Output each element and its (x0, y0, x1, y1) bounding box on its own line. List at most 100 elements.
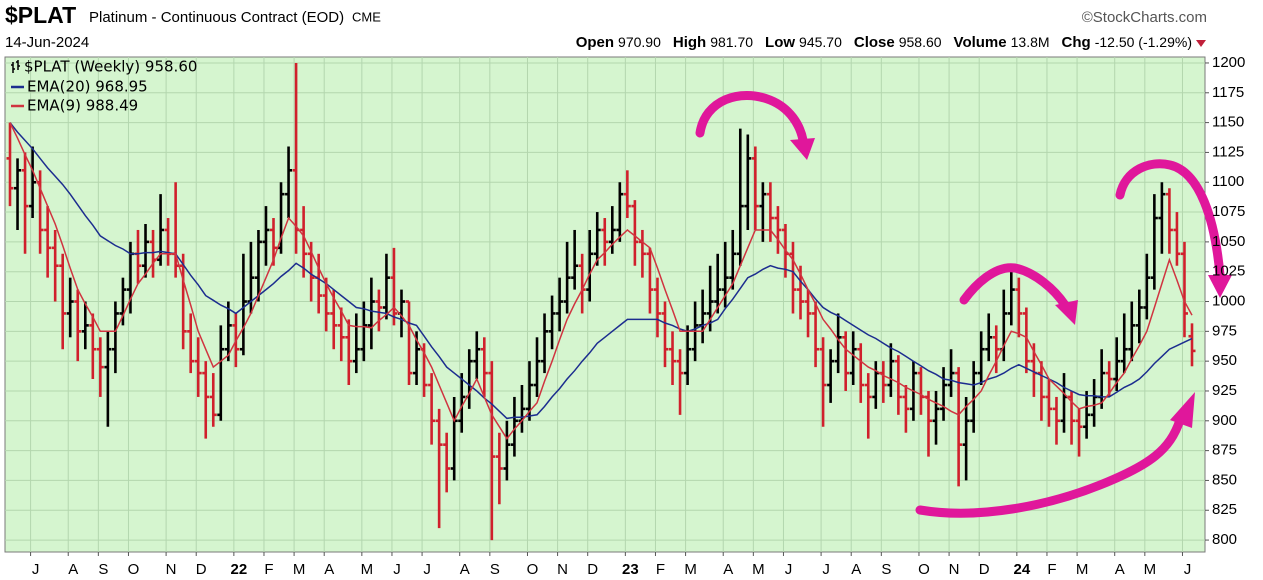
ohlc-bar (428, 373, 436, 445)
ohlc-bar (947, 349, 955, 397)
ohlc-bar (804, 289, 812, 338)
x-tick-label: M (361, 561, 374, 578)
ohlc-bar (104, 331, 112, 427)
y-tick-label: 950 (1212, 352, 1237, 369)
annotation-arrowhead (1170, 392, 1195, 428)
exchange: CME (352, 9, 381, 24)
stat-value: 945.70 (799, 34, 842, 50)
ohlc-bar (940, 367, 948, 421)
annotation-arrowhead (790, 138, 815, 160)
ohlc-bar (1120, 313, 1128, 374)
x-tick-label: F (264, 561, 273, 578)
down-indicator (1196, 40, 1206, 47)
x-tick-label: J (785, 561, 793, 578)
ohlc-bar (571, 229, 579, 290)
ohlc-bar (111, 301, 119, 374)
ohlc-bar (352, 313, 360, 374)
ohlc-bar (548, 295, 556, 350)
ema-line (9, 122, 1193, 441)
stat-label: Open (576, 34, 614, 51)
y-tick-label: 825 (1212, 501, 1237, 518)
x-tick-label: M (293, 561, 306, 578)
ohlc-bar (864, 373, 872, 439)
ohlc-bar (1068, 390, 1076, 445)
ohlc-bar (736, 128, 744, 266)
y-tick-label: 1000 (1212, 292, 1245, 309)
ohlc-bar (955, 367, 963, 487)
ohlc-bar (503, 420, 511, 481)
ohlc-bar (300, 206, 308, 278)
x-tick-label: J (423, 561, 431, 578)
ohlc-bar (1083, 390, 1091, 439)
ohlc-bar (1075, 408, 1083, 457)
stat-label: Low (765, 34, 795, 51)
ohlc-bar (179, 253, 187, 350)
symbol: $PLAT (5, 2, 76, 28)
ohlc-bar (1128, 301, 1136, 362)
ohlc-bar (601, 218, 609, 266)
annotations (695, 90, 1232, 518)
ohlc-bar (1007, 265, 1015, 326)
annotation-arrow (1115, 159, 1225, 280)
ohlc-bar (676, 349, 684, 415)
stat-label: Close (854, 34, 895, 51)
x-tick-label: J (393, 561, 401, 578)
ohlc-bar (827, 349, 835, 403)
x-tick-label: J (822, 561, 830, 578)
ohlc-bar (819, 337, 827, 427)
x-tick-label: A (1115, 561, 1125, 578)
annotation-arrow (695, 90, 808, 145)
ohlc-bar (239, 253, 247, 356)
ohlc-bar (1022, 307, 1030, 374)
x-tick-label: S (490, 561, 500, 578)
y-tick-label: 875 (1212, 442, 1237, 459)
y-tick-label: 1125 (1212, 143, 1244, 160)
ohlc-bar (217, 325, 225, 421)
ohlc-bar (593, 212, 601, 266)
ohlc-bar (1105, 361, 1113, 397)
annotation-arrow (915, 415, 1185, 518)
stat-value: -12.50 (-1.29%) (1095, 34, 1192, 50)
ohlc-bar (375, 289, 383, 332)
x-tick-label: 24 (1013, 561, 1030, 578)
ohlc-bar (541, 313, 549, 374)
ohlc-bar (1173, 212, 1181, 266)
ohlc-bar (44, 206, 52, 278)
x-tick-label: D (979, 561, 990, 578)
y-tick-label: 1150 (1212, 114, 1244, 131)
plot-area (4, 56, 1209, 556)
x-tick-label: J (32, 561, 40, 578)
ohlc-bar (285, 146, 293, 219)
y-tick-label: 800 (1212, 531, 1237, 548)
y-tick-label: 850 (1212, 471, 1237, 488)
ohlc-bar (194, 337, 202, 397)
x-tick-label: M (1144, 561, 1157, 578)
ohlc-bar (834, 313, 842, 374)
ohlc-bar (488, 361, 496, 541)
stat-value: 958.60 (899, 34, 942, 50)
annotation-arrowhead (1055, 300, 1078, 325)
ohlc-bar (714, 253, 722, 314)
y-tick-label: 925 (1212, 382, 1237, 399)
ohlc-bar (6, 122, 14, 207)
ohlc-bar (759, 182, 767, 242)
ohlc-bar (646, 247, 654, 314)
x-tick-label: M (684, 561, 697, 578)
ohlc-bar (1188, 323, 1196, 367)
ohlc-bar (367, 277, 375, 350)
x-tick-label: F (656, 561, 665, 578)
ohlc-bar (661, 301, 669, 368)
ohlc-bar (337, 307, 345, 362)
ohlc-bar (330, 289, 338, 350)
ohlc-bar (902, 385, 910, 433)
ohlc-bar (992, 325, 1000, 374)
stat-label: High (673, 34, 706, 51)
ohlc-bar (322, 277, 330, 332)
x-tick-label: J (1184, 561, 1192, 578)
ohlc-bar (653, 277, 661, 338)
ohlc-bar (533, 337, 541, 397)
ohlc-bar (684, 325, 692, 386)
ohlc-bar (443, 432, 451, 493)
ohlc-bar (495, 432, 503, 505)
ohlc-bar (766, 182, 774, 242)
